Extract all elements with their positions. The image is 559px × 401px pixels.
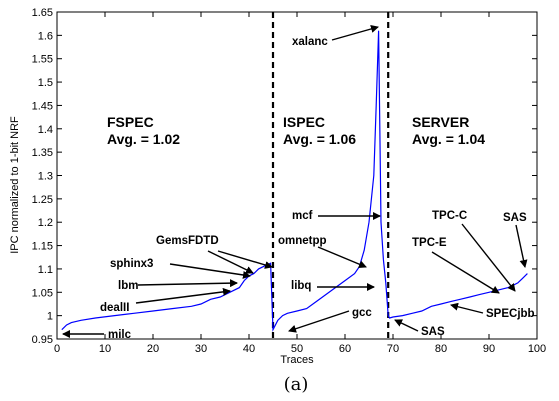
annotation-arrow [135, 287, 231, 304]
annotation-label: SPECjbb [486, 308, 535, 320]
x-tick-label: 50 [291, 343, 303, 355]
annotation-label: lbm [118, 280, 138, 292]
annotation-arrow [331, 25, 379, 41]
annotation-label: libq [291, 280, 311, 292]
y-tick-label: 1.45 [32, 100, 53, 112]
annotation-label: SAS [421, 326, 445, 338]
annotation-arrow [169, 263, 251, 279]
y-tick-label: 0.95 [32, 334, 53, 346]
annotation-label: TPC-E [412, 237, 447, 249]
region-ispec-name: ISPEC [283, 114, 325, 130]
x-tick-label: 80 [435, 343, 447, 355]
region-server-avg: Avg. = 1.04 [412, 131, 485, 147]
y-tick-label: 1.35 [32, 147, 53, 159]
x-tick-label: 40 [243, 343, 255, 355]
x-axis-label: Traces [280, 354, 314, 366]
tick-labels: 0 10 20 30 40 50 60 70 80 90 100 0.95 1 1.05 1.1 1.15 1.… [32, 7, 547, 355]
y-tick-label: 1.2 [38, 217, 53, 229]
annotation-arrow [288, 310, 350, 333]
x-tick-label: 100 [528, 343, 546, 355]
y-tick-label: 1.15 [32, 241, 53, 253]
annotation-arrow [317, 246, 367, 268]
annotation-arrow [450, 302, 484, 314]
annotation-arrow [515, 224, 528, 268]
annotation-label: TPC-C [432, 210, 467, 222]
annotation-label: omnetpp [278, 235, 327, 247]
annotation-label: dealII [100, 302, 129, 314]
annotation-arrow [461, 223, 516, 292]
annotation-label: sphinx3 [110, 258, 153, 270]
annotation-label: milc [108, 329, 132, 341]
x-tick-label: 0 [54, 343, 60, 355]
y-tick-label: 1 [47, 311, 53, 323]
y-tick-label: 1.55 [32, 54, 53, 66]
x-tick-label: 30 [195, 343, 207, 355]
x-tick-label: 90 [483, 343, 495, 355]
annotation-label: gcc [352, 307, 372, 319]
figure-caption: (a) [284, 374, 309, 395]
region-server-name: SERVER [412, 114, 469, 130]
region-ispec-avg: Avg. = 1.06 [283, 131, 356, 147]
region-fspec-avg: Avg. = 1.02 [107, 131, 180, 147]
y-tick-label: 1.25 [32, 194, 53, 206]
dividers [271, 12, 390, 339]
region-fspec-name: FSPEC [107, 114, 154, 130]
annotation-label: GemsFDTD [156, 235, 219, 247]
y-tick-label: 1.5 [38, 77, 53, 89]
annotation-arrow [137, 279, 238, 288]
x-tick-label: 10 [99, 343, 111, 355]
y-tick-label: 1.1 [38, 264, 53, 276]
y-tick-label: 1.4 [38, 124, 53, 136]
y-tick-label: 1.05 [32, 287, 53, 299]
y-tick-label: 1.6 [38, 30, 53, 42]
annotation-arrow [207, 250, 254, 274]
annotation-label: SAS [503, 212, 527, 224]
y-tick-label: 1.3 [38, 171, 53, 183]
x-tick-label: 20 [147, 343, 159, 355]
annotation-label: mcf [292, 210, 313, 222]
annotation-arrow [217, 250, 273, 269]
x-tick-label: 70 [387, 343, 399, 355]
annotation-arrow [394, 319, 419, 332]
annotation-label: xalanc [292, 36, 328, 48]
annotation-arrow [431, 251, 500, 294]
y-tick-label: 1.65 [32, 7, 53, 19]
y-axis-label: IPC normalized to 1-bit NRF [9, 116, 21, 254]
x-tick-label: 60 [339, 343, 351, 355]
grid-and-axes [56, 11, 538, 340]
